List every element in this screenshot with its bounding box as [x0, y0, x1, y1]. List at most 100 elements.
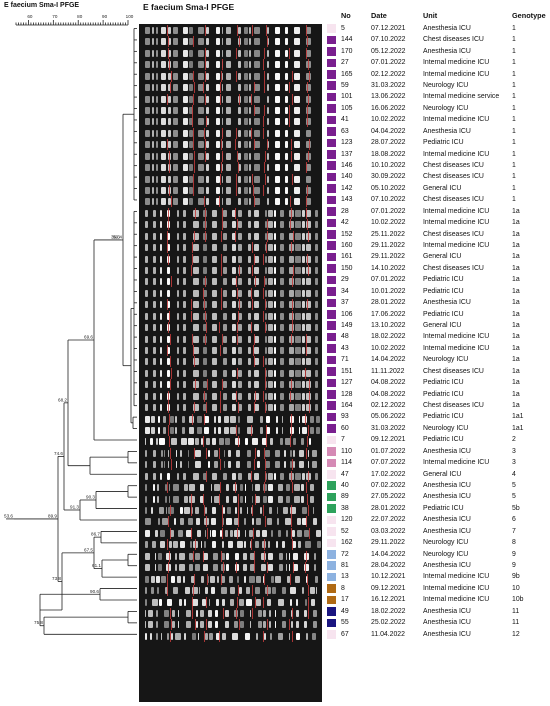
- gel-band: [293, 564, 299, 572]
- isolate-number: 49: [341, 607, 349, 615]
- gel-band: [253, 221, 259, 229]
- gel-band: [226, 484, 229, 492]
- gel-band-marker: [221, 505, 223, 517]
- gel-band: [182, 187, 188, 195]
- gel-band: [212, 267, 217, 275]
- gel-band-marker: [220, 482, 222, 494]
- table-row: 123 28.07.2022 Pediatric ICU 1: [325, 137, 550, 148]
- gel-band: [316, 415, 321, 423]
- gel-band: [163, 461, 165, 469]
- gel-band: [156, 129, 158, 137]
- gel-band: [277, 529, 282, 537]
- isolate-date: 16.06.2022: [371, 104, 406, 112]
- gel-band: [292, 449, 295, 457]
- isolate-genotype: 1a: [512, 219, 520, 227]
- genotype-color-swatch: [327, 127, 336, 136]
- isolate-date: 31.03.2022: [371, 81, 406, 89]
- isolate-genotype: 1: [512, 161, 516, 169]
- gel-band: [226, 61, 232, 69]
- gel-band: [167, 461, 170, 469]
- gel-band-marker: [308, 139, 310, 151]
- gel-band: [301, 392, 306, 400]
- gel-band: [259, 427, 264, 435]
- gel-band-marker: [221, 150, 223, 162]
- gel-band: [279, 267, 284, 275]
- gel-band-marker: [252, 173, 254, 185]
- gel-band-marker: [238, 265, 240, 277]
- gel-band: [250, 552, 256, 560]
- genotype-color-swatch: [327, 275, 336, 285]
- isolate-unit: Internal medicine ICU: [423, 573, 490, 581]
- gel-band: [315, 244, 319, 252]
- isolate-number: 28: [341, 207, 349, 215]
- gel-band-marker: [253, 402, 255, 414]
- gel-band-marker: [308, 607, 310, 619]
- isolate-unit: Internal medicine ICU: [423, 344, 490, 352]
- gel-band: [306, 84, 311, 92]
- gel-band-marker: [192, 345, 194, 357]
- gel-band: [279, 232, 284, 240]
- isolate-number: 72: [341, 550, 349, 558]
- table-row: 48 18.02.2022 Internal medicine ICU 1a: [325, 331, 550, 342]
- gel-band: [254, 118, 261, 126]
- gel-band: [306, 278, 312, 286]
- gel-band-marker: [291, 333, 293, 345]
- gel-band: [161, 164, 166, 172]
- gel-band: [253, 392, 259, 400]
- gel-band: [161, 72, 166, 80]
- gel-band: [153, 267, 156, 275]
- gel-band: [306, 95, 311, 103]
- gel-band: [294, 198, 301, 206]
- gel-band: [159, 289, 162, 297]
- gel-band: [202, 255, 208, 263]
- gel-band: [206, 49, 210, 57]
- gel-band-marker: [291, 93, 293, 105]
- gel-band: [219, 438, 224, 446]
- table-row: 38 28.01.2022 Pediatric ICU 5b: [325, 503, 550, 514]
- gel-band: [286, 495, 290, 503]
- isolate-genotype: 1: [512, 196, 516, 204]
- gel-band: [145, 198, 150, 206]
- gel-band: [280, 438, 284, 446]
- table-row: 89 27.05.2022 Anesthesia ICU 5: [325, 491, 550, 502]
- gel-band: [151, 95, 155, 103]
- isolate-unit: Anesthesia ICU: [423, 481, 471, 489]
- gel-band-marker: [167, 253, 169, 265]
- gel-band: [279, 552, 283, 560]
- gel-band: [301, 278, 306, 286]
- gel-band-marker: [265, 402, 267, 414]
- gel-band: [274, 289, 276, 297]
- isolate-number: 81: [341, 561, 349, 569]
- gel-band: [167, 289, 170, 297]
- gel-band: [284, 187, 289, 195]
- gel-band: [279, 244, 284, 252]
- gel-band: [200, 438, 204, 446]
- gel-band: [247, 392, 251, 400]
- gel-band-marker: [206, 402, 208, 414]
- gel-band: [145, 575, 149, 583]
- gel-band: [288, 358, 294, 366]
- gel-band: [161, 49, 166, 57]
- isolate-number: 142: [341, 184, 353, 192]
- isolate-date: 04.04.2022: [371, 127, 406, 135]
- gel-band: [215, 38, 221, 46]
- gel-band: [192, 312, 199, 320]
- gel-band: [151, 152, 155, 160]
- gel-lane: [139, 333, 322, 345]
- gel-band: [290, 598, 292, 606]
- gel-band: [176, 335, 179, 343]
- isolate-genotype: 11: [512, 619, 520, 627]
- gel-band: [316, 541, 322, 549]
- table-row: 27 07.01.2022 Internal medicine ICU 1: [325, 57, 550, 68]
- gel-band: [294, 27, 301, 34]
- gel-band: [215, 107, 221, 114]
- gel-band: [176, 358, 179, 366]
- gel-band: [251, 518, 255, 526]
- gel-band: [231, 335, 237, 343]
- gel-band: [145, 392, 149, 400]
- gel-band: [291, 541, 297, 549]
- genotype-color-swatch: [327, 401, 336, 410]
- gel-band: [267, 244, 273, 252]
- gel-band: [247, 301, 251, 309]
- gel-band: [244, 152, 248, 160]
